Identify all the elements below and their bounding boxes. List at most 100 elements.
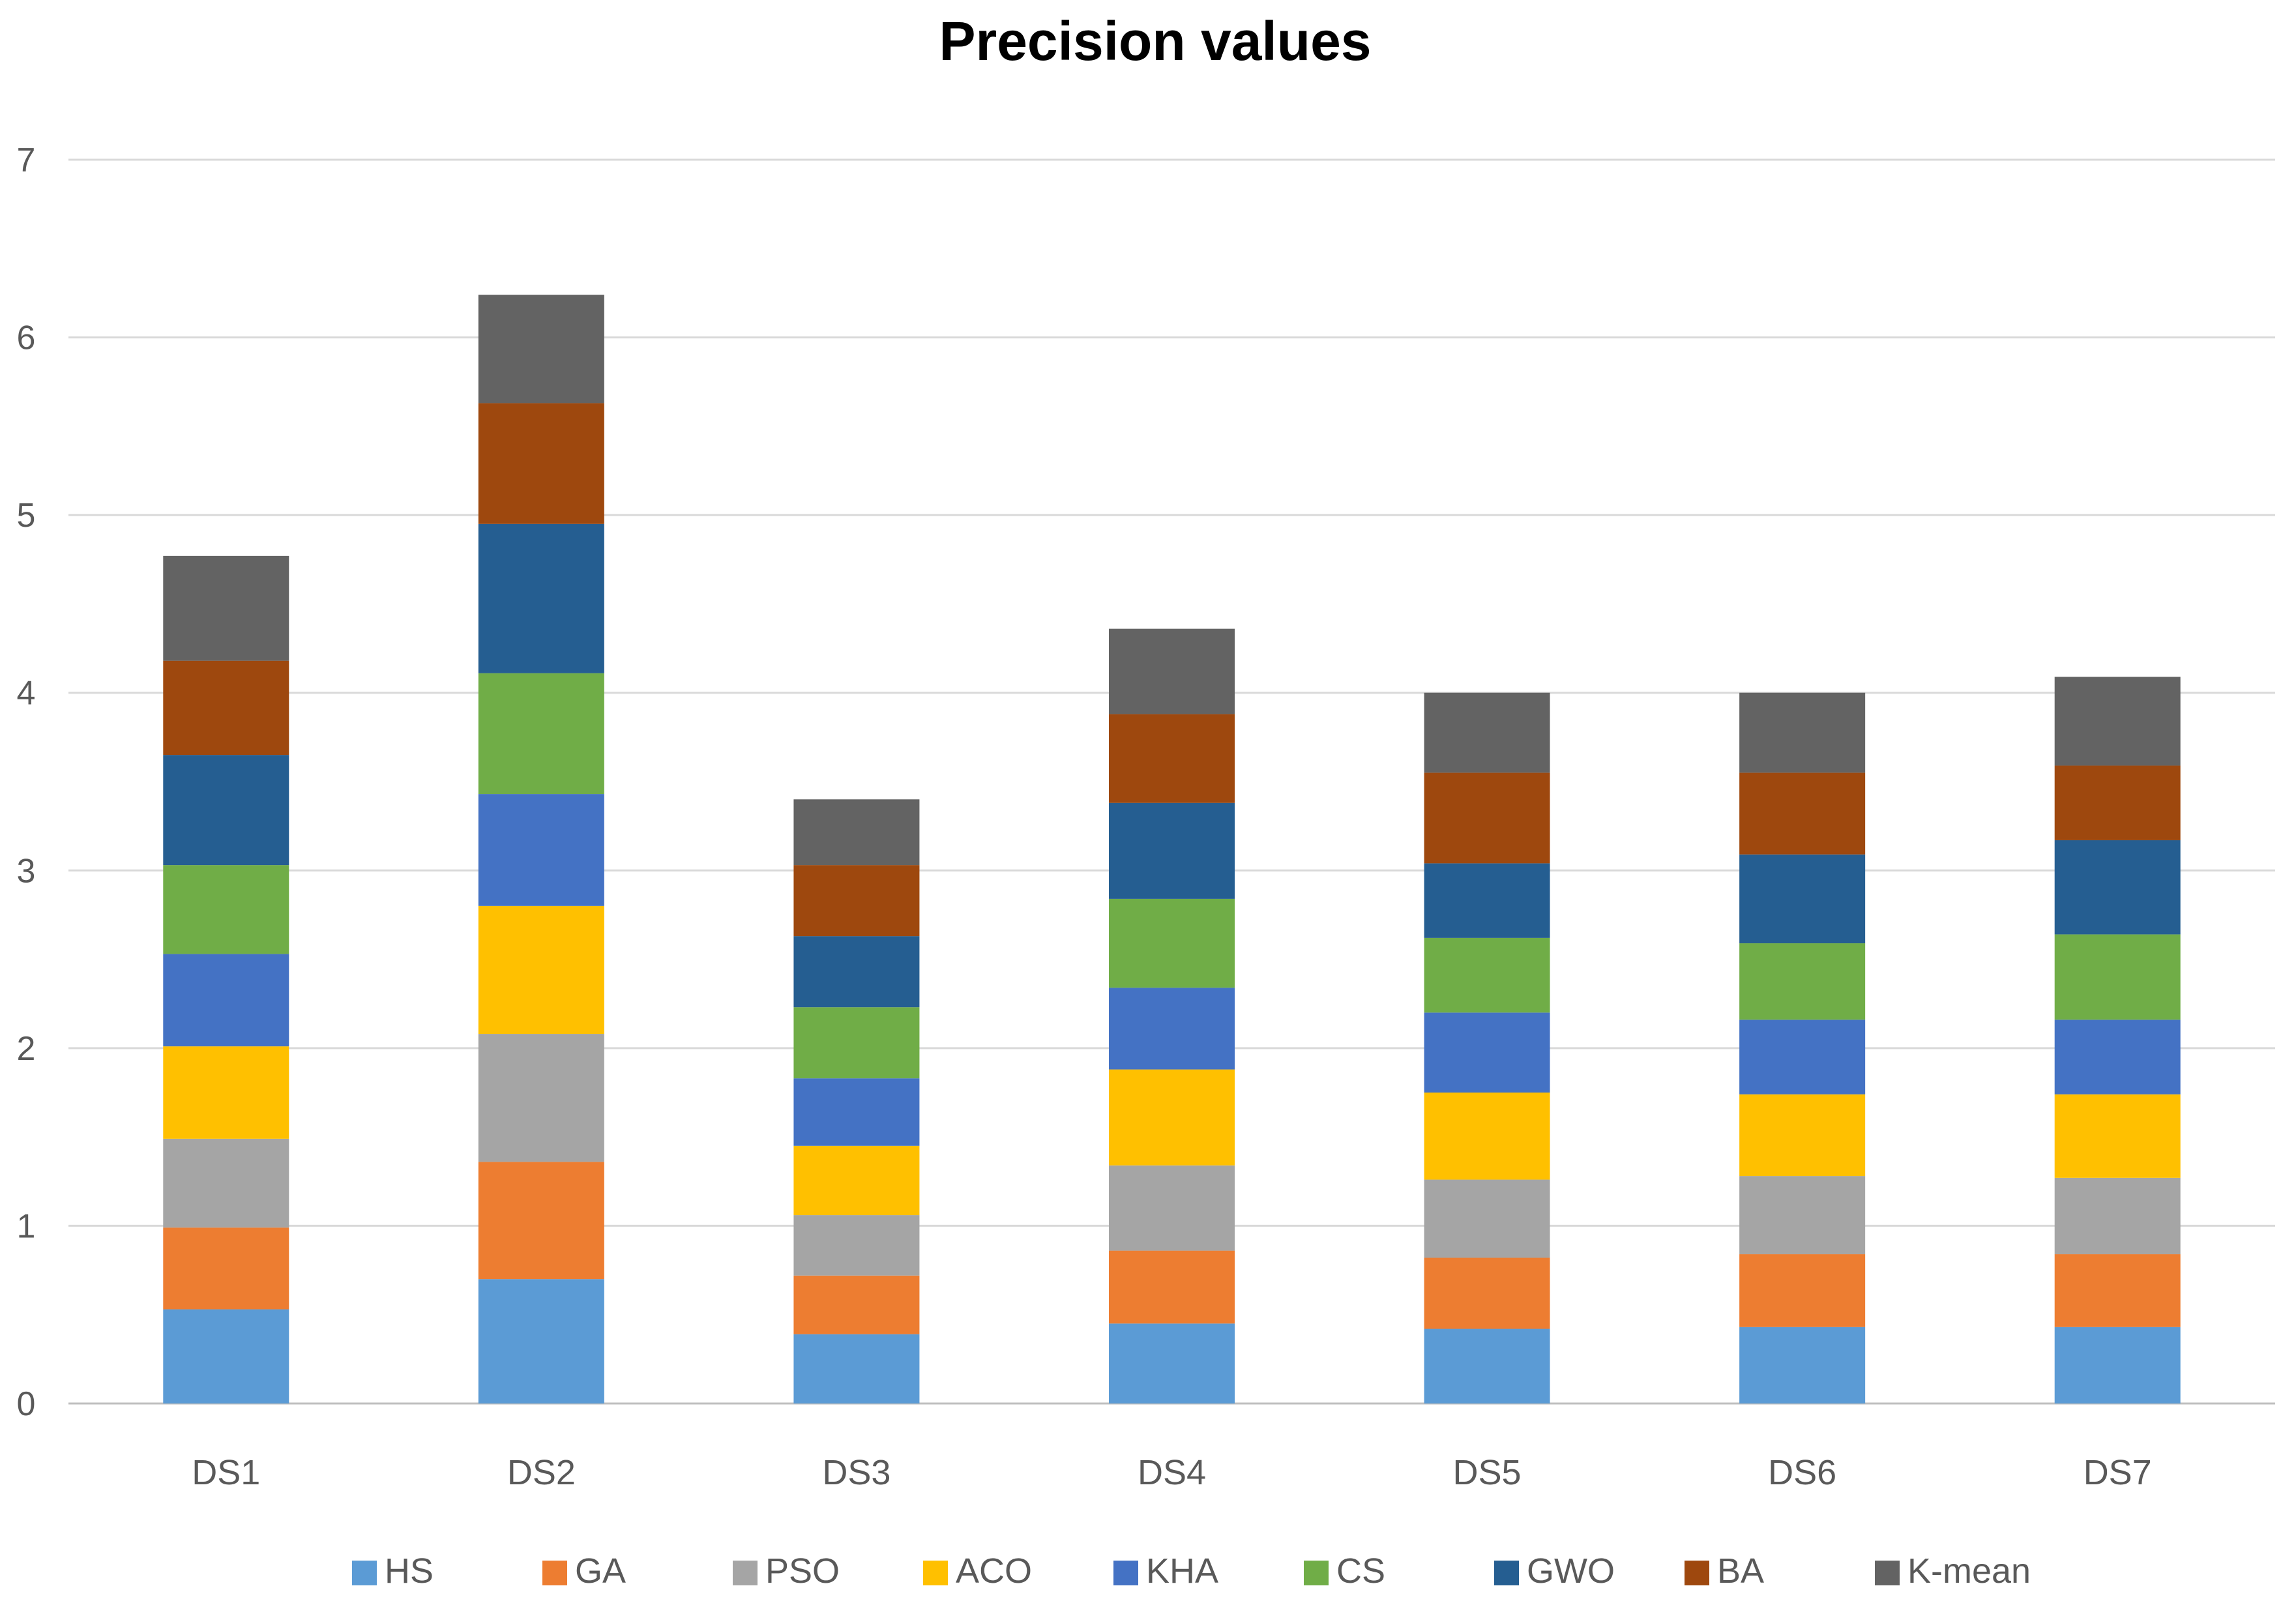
bar-segment-cs	[1739, 943, 1866, 1020]
x-tick-label: DS6	[1768, 1453, 1836, 1492]
bar-segment-k-mean	[163, 555, 289, 661]
y-tick-label: 4	[17, 675, 36, 713]
bar-segment-aco	[478, 905, 604, 1035]
bar-segment-hs	[2054, 1327, 2181, 1403]
bar-segment-ba	[1109, 714, 1235, 803]
bar-segment-pso	[163, 1138, 289, 1228]
x-tick-label: DS3	[822, 1453, 890, 1492]
bar-segment-pso	[793, 1215, 920, 1276]
bar-segment-hs	[1739, 1327, 1866, 1403]
y-tick-label: 2	[17, 1030, 36, 1068]
bar-segment-aco	[793, 1145, 920, 1216]
legend-item: K-mean	[1875, 1551, 2031, 1591]
bar-segment-kha	[478, 794, 604, 906]
bar-segment-gwo	[793, 936, 920, 1008]
bar-segment-hs	[478, 1279, 604, 1403]
bar-segment-kha	[1424, 1012, 1550, 1093]
bar-segment-ga	[1424, 1257, 1550, 1329]
bar-segment-gwo	[1109, 802, 1235, 899]
x-axis-ticks: DS1 DS2 DS3 DS4 DS5 DS6 DS7	[192, 1453, 2151, 1492]
legend-item: HS	[352, 1551, 434, 1591]
bar-segment-ga	[1109, 1250, 1235, 1324]
bar-segment-ga	[1739, 1254, 1866, 1327]
legend-label: GA	[575, 1551, 626, 1591]
bar-segment-gwo	[1424, 863, 1550, 938]
y-tick-label: 3	[17, 852, 36, 890]
legend-item: BA	[1685, 1551, 1764, 1591]
bar-segment-aco	[2054, 1094, 2181, 1178]
legend-item: GA	[542, 1551, 626, 1591]
bar-segment-cs	[1109, 898, 1235, 988]
legend-item: GWO	[1494, 1551, 1615, 1591]
x-tick-label: DS7	[2083, 1453, 2152, 1492]
bar-segment-cs	[1424, 937, 1550, 1013]
bar-segment-k-mean	[1739, 692, 1866, 773]
legend-swatch	[1494, 1561, 1519, 1585]
bar-segment-kha	[163, 954, 289, 1047]
bar-segment-pso	[1739, 1176, 1866, 1255]
bar-segment-kha	[1739, 1020, 1866, 1094]
bar-segment-aco	[1109, 1069, 1235, 1166]
bar-segment-ba	[2054, 765, 2181, 840]
legend-item: CS	[1304, 1551, 1385, 1591]
bar-segment-gwo	[163, 755, 289, 866]
bar-segment-ga	[163, 1227, 289, 1310]
bar-segment-hs	[793, 1334, 920, 1403]
bar-segment-pso	[478, 1034, 604, 1162]
legend-swatch	[542, 1561, 567, 1585]
bar-segment-aco	[1739, 1094, 1866, 1177]
bar-segment-pso	[1109, 1165, 1235, 1251]
bar-segment-aco	[1424, 1093, 1550, 1180]
legend-label: BA	[1717, 1551, 1764, 1591]
legend-item: ACO	[923, 1551, 1032, 1591]
bar-segment-cs	[163, 865, 289, 954]
legend-label: CS	[1336, 1551, 1385, 1591]
bar-segment-cs	[793, 1007, 920, 1079]
bar-segment-k-mean	[2054, 677, 2181, 766]
bar-segment-k-mean	[793, 799, 920, 866]
legend-label: K-mean	[1907, 1551, 2031, 1591]
legend-label: GWO	[1527, 1551, 1615, 1591]
bar-segment-kha	[2054, 1020, 2181, 1094]
bar-segment-pso	[1424, 1179, 1550, 1258]
legend-item: KHA	[1113, 1551, 1218, 1591]
legend-swatch	[1685, 1561, 1709, 1585]
bar-segment-hs	[163, 1309, 289, 1403]
y-axis-ticks: 0 1 2 3 4 5 6 7	[17, 141, 36, 1423]
bar-segment-k-mean	[1109, 628, 1235, 714]
bar-segment-kha	[1109, 988, 1235, 1070]
legend-swatch	[733, 1561, 758, 1585]
legend-label: HS	[385, 1551, 434, 1591]
legend-label: PSO	[765, 1551, 840, 1591]
bar-segment-ga	[793, 1275, 920, 1334]
bar-segment-hs	[1109, 1323, 1235, 1403]
legend-swatch	[1113, 1561, 1138, 1585]
bar-segment-kha	[793, 1078, 920, 1146]
legend-swatch	[1304, 1561, 1329, 1585]
bar-segment-ba	[478, 403, 604, 524]
x-tick-label: DS5	[1453, 1453, 1522, 1492]
bar-segment-ba	[1739, 772, 1866, 855]
bar-segment-ba	[1424, 772, 1550, 864]
bar-segment-pso	[2054, 1177, 2181, 1255]
bar-segment-hs	[1424, 1329, 1550, 1403]
y-tick-label: 0	[17, 1385, 36, 1423]
bar-segment-ga	[2054, 1254, 2181, 1327]
y-tick-label: 7	[17, 141, 36, 179]
bar-segment-cs	[478, 673, 604, 795]
legend-label: ACO	[956, 1551, 1032, 1591]
bar-segment-gwo	[478, 523, 604, 673]
legend-item: PSO	[733, 1551, 840, 1591]
bar-segment-ba	[163, 660, 289, 756]
bar-segment-aco	[163, 1046, 289, 1139]
bar-segment-cs	[2054, 934, 2181, 1020]
legend-swatch	[352, 1561, 377, 1585]
x-tick-label: DS4	[1138, 1453, 1206, 1492]
legend-swatch	[1875, 1561, 1900, 1585]
bar-segment-k-mean	[478, 295, 604, 404]
bar-segment-ga	[478, 1162, 604, 1280]
y-tick-label: 5	[17, 497, 36, 535]
y-tick-label: 6	[17, 319, 36, 357]
legend-label: KHA	[1146, 1551, 1218, 1591]
